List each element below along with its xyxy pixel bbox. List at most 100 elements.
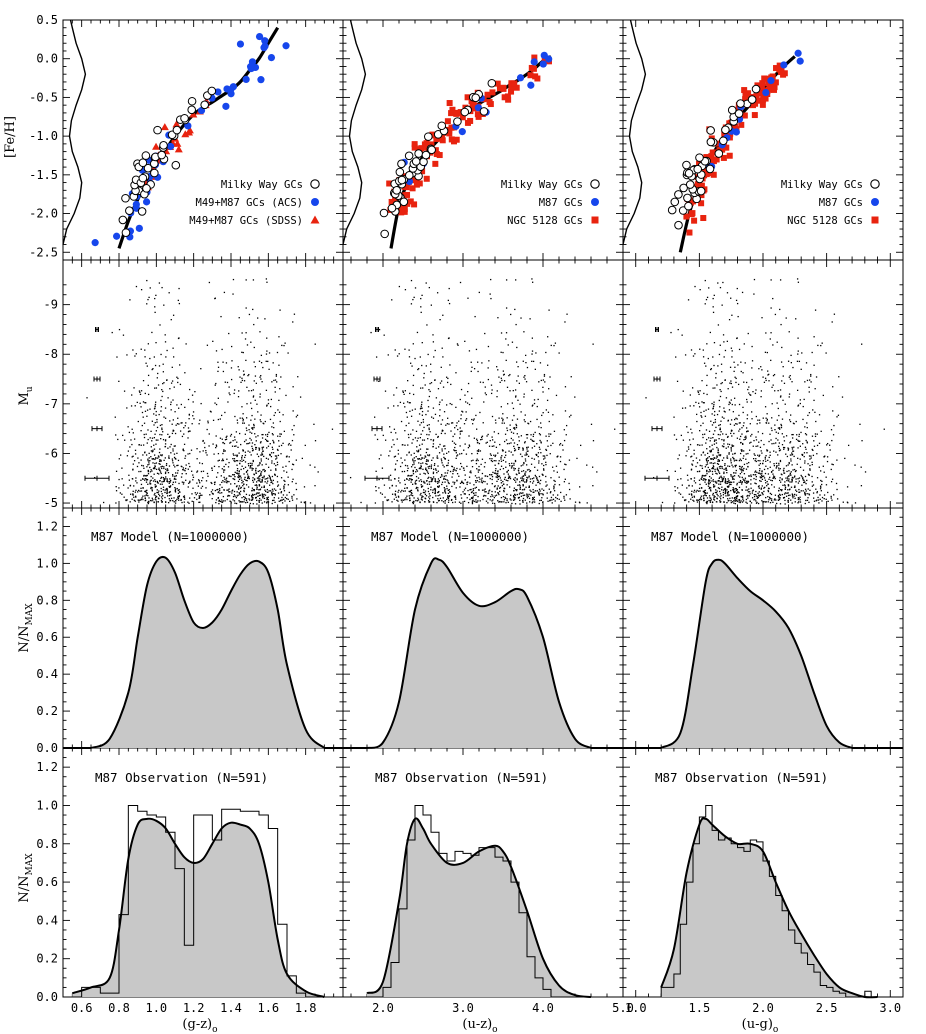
- mu-point: [489, 499, 491, 501]
- mu-point: [491, 502, 494, 504]
- mu-point: [540, 499, 542, 501]
- mu-point: [252, 389, 255, 391]
- mu-point: [378, 478, 380, 481]
- mu-point: [428, 427, 430, 429]
- xtick-label-1: 3.0: [452, 1001, 474, 1015]
- mu-point: [252, 396, 255, 398]
- mu-point: [513, 464, 515, 466]
- ngc5128-square-point: [723, 144, 730, 151]
- mu-point: [219, 489, 221, 492]
- ngc5128-square-point: [760, 96, 767, 103]
- mu-point: [418, 413, 421, 415]
- mu-point: [187, 468, 189, 470]
- mu-point: [431, 459, 433, 462]
- mu-point: [226, 482, 228, 484]
- mu-point: [156, 421, 158, 423]
- mu-point: [398, 353, 400, 355]
- mu-point: [522, 448, 524, 450]
- mu-point: [510, 431, 513, 433]
- mu-point: [212, 493, 214, 495]
- mu-point: [529, 501, 531, 503]
- mu-point: [261, 433, 263, 436]
- mu-point: [247, 486, 250, 488]
- mu-point: [161, 501, 164, 503]
- mu-point: [417, 489, 419, 491]
- ytick-label-feh: 0.5: [36, 13, 58, 27]
- mu-point: [415, 475, 418, 478]
- mu-point: [509, 498, 511, 500]
- milky-way-gc-point: [159, 141, 168, 150]
- mu-point: [517, 399, 519, 401]
- mu-point: [452, 470, 454, 472]
- ngc5128-square-point: [765, 80, 772, 87]
- mu-point: [161, 498, 163, 500]
- mu-point: [427, 490, 430, 493]
- ytick-label-obs: 0.6: [36, 875, 58, 889]
- mu-point: [553, 486, 555, 488]
- mu-point: [282, 414, 284, 416]
- mu-point: [542, 501, 544, 504]
- mu-point: [245, 479, 247, 481]
- xtick-label-1: 2.0: [372, 1001, 394, 1015]
- mu-point: [446, 381, 449, 384]
- mu-point: [425, 460, 428, 462]
- mu-point: [736, 302, 739, 305]
- mu-point: [529, 489, 531, 491]
- mu-point: [525, 361, 527, 364]
- mu-point: [263, 475, 265, 477]
- mu-point: [686, 450, 688, 452]
- mu-point: [396, 438, 398, 440]
- mu-point: [187, 398, 190, 401]
- mu-point: [453, 483, 456, 485]
- mu-point: [423, 501, 426, 503]
- mu-point: [140, 470, 142, 473]
- mu-point: [138, 390, 141, 392]
- mu-point: [182, 496, 185, 498]
- m87-gc-point: [530, 58, 538, 66]
- mu-point: [759, 476, 761, 478]
- mu-point: [153, 501, 155, 503]
- mu-point: [538, 426, 540, 428]
- mu-point: [432, 334, 434, 336]
- mu-point: [396, 355, 399, 357]
- mu-point: [290, 444, 292, 446]
- mu-point: [111, 331, 113, 334]
- mu-point: [465, 419, 467, 422]
- mu-point: [266, 482, 268, 484]
- mu-point: [722, 489, 725, 491]
- mu-point: [437, 388, 440, 390]
- mu-point: [444, 481, 446, 483]
- mu-point: [495, 460, 497, 462]
- mu-point: [154, 466, 156, 468]
- mu-point: [248, 476, 250, 478]
- mu-point: [500, 479, 502, 481]
- ngc5128-square-point: [500, 84, 507, 91]
- mu-point: [263, 476, 265, 478]
- mu-point: [236, 422, 239, 424]
- mu-point: [376, 438, 379, 441]
- mu-point: [266, 440, 268, 442]
- mu-point: [471, 423, 474, 425]
- mu-point: [259, 494, 262, 496]
- mu-point: [386, 499, 388, 501]
- mu-point: [523, 331, 525, 333]
- mu-point: [200, 402, 202, 405]
- mu-point: [444, 502, 446, 504]
- mu-point: [258, 476, 260, 478]
- mu-point: [547, 336, 549, 338]
- mu-point: [244, 496, 246, 499]
- mu-point: [422, 496, 424, 498]
- mu-point: [166, 479, 168, 481]
- mu-point: [255, 467, 257, 470]
- mu-point: [202, 439, 204, 442]
- mu-point: [532, 501, 534, 503]
- ngc5128-square-point: [453, 110, 460, 117]
- mu-point: [432, 417, 435, 419]
- mu-point: [706, 438, 708, 441]
- mu-point: [133, 496, 135, 498]
- mu-point: [494, 470, 497, 472]
- mu-point: [168, 482, 170, 484]
- mu-point: [475, 486, 478, 489]
- mu-point: [437, 491, 439, 494]
- mu-point: [523, 396, 525, 398]
